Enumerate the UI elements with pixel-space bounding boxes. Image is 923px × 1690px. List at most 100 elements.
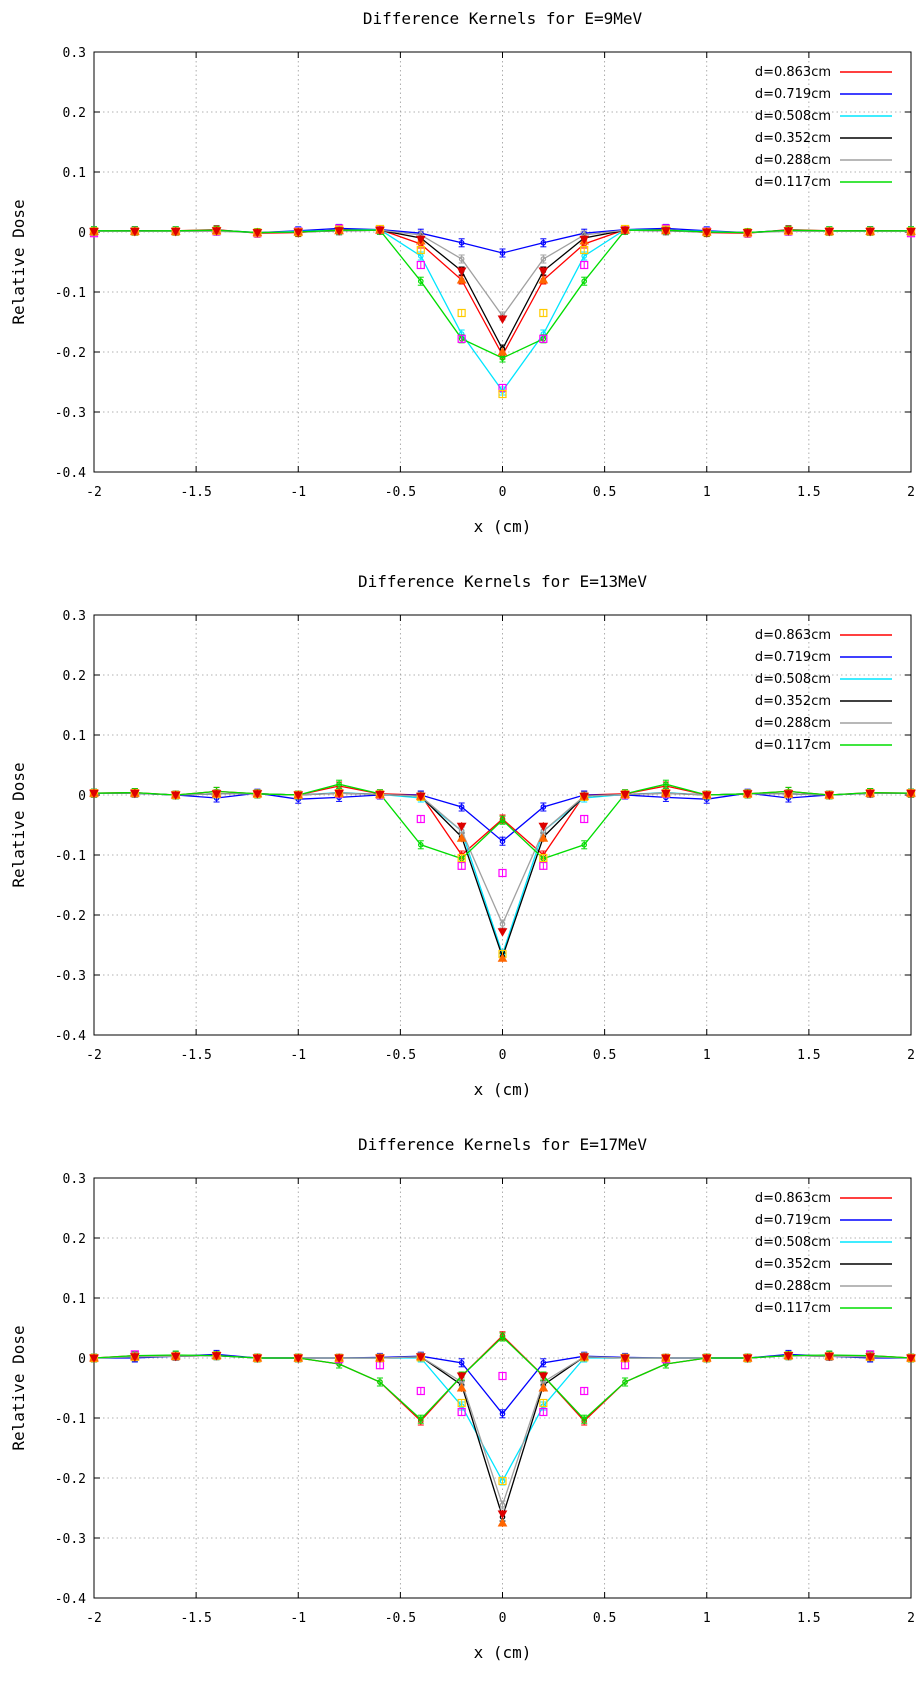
data-point	[580, 245, 589, 255]
x-tick-label: 1	[703, 1611, 711, 1626]
data-point	[458, 240, 465, 246]
data-point	[663, 781, 669, 788]
data-point	[540, 240, 547, 246]
data-point	[457, 861, 466, 870]
y-tick-label: 0.2	[63, 106, 86, 121]
data-point	[497, 928, 508, 937]
data-point	[293, 1354, 304, 1364]
y-tick-label: -0.4	[55, 1029, 86, 1044]
data-point	[416, 260, 425, 270]
legend-label: d=0.117cm	[755, 175, 831, 190]
data-point	[497, 315, 508, 325]
data-point	[375, 226, 385, 236]
y-axis: -0.4 -0.3 -0.2 -0.1 0 0.1 0.2 0.3	[55, 1172, 911, 1607]
data-point	[498, 389, 507, 399]
data-point	[457, 853, 466, 863]
x-axis: -2 -1.5 -1 -0.5 0 0.5 1 1.5 2	[86, 615, 915, 1063]
x-tick-label: -1.5	[180, 1611, 211, 1626]
data-point	[499, 1502, 506, 1508]
marker-set	[89, 226, 916, 325]
y-tick-label: -0.2	[55, 346, 86, 361]
y-tick-label: 0.3	[63, 609, 86, 624]
data-point	[456, 1372, 467, 1382]
data-point	[499, 838, 506, 845]
y-tick-label: -0.3	[55, 1532, 86, 1547]
legend: d=0.863cm d=0.719cm d=0.508cm d=0.352cm d=0.…	[755, 628, 892, 753]
y-tick-label: 0.2	[63, 669, 86, 684]
x-tick-label: 1	[703, 485, 711, 500]
y-tick-label: 0.3	[63, 1172, 86, 1187]
data-point	[211, 790, 222, 799]
legend-label: d=0.719cm	[755, 1213, 831, 1228]
data-point	[620, 226, 630, 236]
data-point	[457, 1398, 466, 1408]
y-axis: -0.4 -0.3 -0.2 -0.1 0 0.1 0.2 0.3	[55, 609, 911, 1044]
legend-label: d=0.863cm	[755, 65, 831, 80]
data-point	[539, 853, 548, 863]
grid	[94, 1178, 911, 1598]
data-point	[170, 1352, 181, 1362]
x-tick-label: 0.5	[593, 1048, 616, 1063]
data-point	[377, 1379, 383, 1385]
data-point	[170, 227, 181, 237]
legend-label: d=0.288cm	[755, 153, 831, 168]
legend-label: d=0.719cm	[755, 87, 831, 102]
data-point	[579, 1353, 590, 1362]
data-point	[415, 1353, 426, 1362]
marker-set	[89, 1351, 916, 1520]
x-tick-label: 2	[907, 485, 915, 500]
data-point	[540, 256, 547, 262]
data-point	[170, 791, 181, 801]
data-point	[457, 334, 466, 343]
x-tick-label: 1.5	[797, 1048, 820, 1063]
data-point	[701, 791, 712, 801]
data-point	[129, 1353, 140, 1362]
data-point	[579, 792, 590, 802]
y-axis-label: Relative Dose	[9, 1325, 28, 1450]
x-tick-label: -1	[290, 1611, 306, 1626]
y-tick-label: 0.2	[63, 1232, 86, 1247]
y-axis-label: Relative Dose	[9, 199, 28, 324]
legend-label: d=0.863cm	[755, 1191, 831, 1206]
data-point	[456, 822, 467, 832]
marker-set	[89, 1350, 916, 1417]
y-tick-label: 0.1	[63, 1292, 86, 1307]
data-point	[701, 228, 712, 238]
data-point	[375, 1354, 385, 1364]
data-point	[539, 861, 548, 870]
x-axis: -2 -1.5 -1 -0.5 0 0.5 1 1.5 2	[86, 52, 915, 500]
data-point	[497, 1517, 508, 1527]
data-point	[620, 790, 630, 800]
data-point	[417, 841, 424, 848]
x-tick-label: -1.5	[180, 485, 211, 500]
data-point	[211, 1352, 222, 1361]
data-point	[499, 817, 506, 824]
data-point	[417, 1416, 424, 1423]
data-point	[538, 1372, 549, 1382]
chart-e17mev: Difference Kernels for E=17MeV -2 -1.5 -1 -0…	[9, 1135, 916, 1662]
data-point	[499, 1334, 506, 1340]
data-point	[538, 822, 549, 832]
chart-e13mev: Difference Kernels for E=13MeV -2 -1.5 -1 -0…	[9, 572, 916, 1099]
data-point	[906, 227, 916, 237]
data-point	[499, 1410, 506, 1417]
data-point	[661, 227, 671, 236]
data-point	[336, 781, 342, 788]
x-tick-label: -1	[290, 485, 306, 500]
x-tick-label: -1.5	[180, 1048, 211, 1063]
x-tick-label: -0.5	[385, 1048, 416, 1063]
data-point	[89, 1354, 99, 1364]
x-tick-label: -2	[86, 485, 102, 500]
data-point	[661, 1354, 671, 1364]
data-point	[417, 278, 424, 285]
data-point	[538, 274, 549, 284]
x-tick-label: -2	[86, 1611, 102, 1626]
data-point	[456, 833, 467, 842]
data-point	[865, 789, 876, 799]
y-tick-label: 0	[78, 1352, 86, 1367]
data-point	[497, 346, 508, 356]
data-point	[334, 789, 344, 799]
data-point	[540, 804, 547, 810]
data-point	[89, 789, 99, 799]
